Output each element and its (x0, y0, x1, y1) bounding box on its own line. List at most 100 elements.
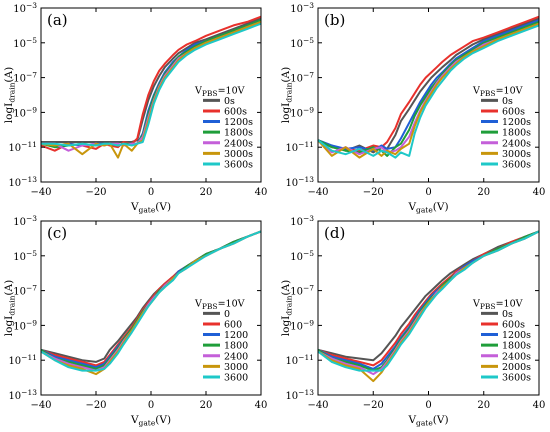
legend-entry-600: 600 (224, 319, 242, 330)
series-line-600s (317, 230, 540, 367)
y-tick-label: 10−9 (13, 318, 37, 332)
legend-entry-3600s: 3600s (224, 159, 253, 170)
legend-entry-1200: 1200 (224, 330, 248, 341)
x-tick-label: −20 (85, 187, 106, 198)
y-tick-label: 10−9 (13, 105, 37, 119)
chart-panel-1: −40 −20 0 20 40 10−13 10−11 10−9 10−7 10−5 10−3 (a)… (3, 1, 267, 215)
panel-label: (b) (324, 11, 345, 29)
series-line-1200s (317, 19, 540, 152)
x-tick-label: 40 (533, 400, 546, 411)
legend-entry-1200s: 1200s (502, 117, 531, 128)
panel-label: (d) (324, 224, 345, 242)
y-tick-label: 10−7 (13, 71, 37, 85)
y-axis-label: logIdrain(A) (3, 280, 17, 336)
y-tick-label: 10−13 (8, 175, 37, 189)
x-tick-label: −40 (307, 187, 328, 198)
chart-panel-4: −40 −20 0 20 40 10−13 10−11 10−9 10−7 10−5 10−3 (d)… (280, 214, 545, 428)
y-tick-label: 10−11 (8, 140, 37, 154)
x-axis-label: Vgate(V) (130, 414, 171, 428)
y-tick-label: 10−5 (13, 249, 37, 263)
x-axis-label: Vgate(V) (407, 201, 448, 215)
y-tick-label: 10−13 (285, 388, 314, 402)
legend-entry-600s: 600s (224, 106, 247, 117)
legend-entry-1800s: 1800s (502, 128, 531, 139)
series-line-0s (41, 17, 262, 143)
legend-entry-3000s: 3000s (502, 149, 531, 160)
y-tick-label: 10−5 (13, 36, 37, 50)
plot-area (317, 15, 540, 159)
x-tick-label: −40 (30, 400, 51, 411)
x-tick-label: 20 (477, 187, 490, 198)
x-tick-label: −20 (85, 400, 106, 411)
legend-entry-1800s: 1800s (502, 341, 531, 352)
y-tick-label: 10−3 (290, 214, 314, 228)
y-tick-label: 10−9 (290, 318, 314, 332)
legend-title: VPBS=10V (194, 298, 245, 311)
y-tick-label: 10−7 (290, 71, 314, 85)
legend-title: VPBS=10V (472, 298, 523, 311)
y-tick-label: 10−3 (290, 1, 314, 15)
legend-entry-2400s: 2400s (224, 138, 253, 149)
y-tick-label: 10−7 (290, 284, 314, 298)
plot-area (40, 230, 262, 376)
x-tick-label: 40 (255, 400, 268, 411)
legend-entry-600s: 600s (502, 319, 525, 330)
series-line-3000s (317, 22, 540, 159)
x-tick-label: −40 (30, 187, 51, 198)
legend-entry-0s: 0s (224, 96, 235, 107)
y-tick-label: 10−5 (290, 36, 314, 50)
legend-entry-0s: 0s (502, 309, 513, 320)
legend-entry-3000: 3000 (224, 362, 248, 373)
x-tick-label: −40 (307, 400, 328, 411)
y-tick-label: 10−9 (290, 105, 314, 119)
series-line-3600s (317, 24, 540, 159)
y-axis-label: logIdrain(A) (280, 67, 294, 123)
x-tick-label: 20 (477, 400, 490, 411)
plot-area (317, 230, 540, 383)
legend-entry-2400: 2400 (224, 351, 248, 362)
legend-title: VPBS=10V (194, 85, 245, 98)
series-line-600s (317, 15, 540, 152)
x-tick-label: −20 (363, 400, 384, 411)
series-line-600s (40, 15, 262, 152)
x-tick-label: −20 (363, 187, 384, 198)
x-tick-label: 0 (148, 187, 154, 198)
x-tick-label: 0 (425, 400, 431, 411)
x-tick-label: 0 (425, 187, 431, 198)
y-axis-label: logIdrain(A) (3, 67, 17, 123)
legend-entry-1200s: 1200s (224, 117, 253, 128)
y-tick-label: 10−7 (13, 284, 37, 298)
series-line-3600 (40, 230, 262, 372)
legend-entry-1800: 1800 (224, 341, 248, 352)
legend-entry-2000s: 2000s (502, 362, 531, 373)
series-line-3600s (317, 230, 540, 372)
x-tick-label: 20 (200, 187, 213, 198)
legend-entry-3600s: 3600s (502, 372, 531, 383)
legend-entry-600s: 600s (502, 106, 525, 117)
legend-entry-1200s: 1200s (502, 330, 531, 341)
y-tick-label: 10−5 (290, 249, 314, 263)
x-tick-label: 20 (200, 400, 213, 411)
series-line-1800s (317, 20, 540, 157)
x-axis-label: Vgate(V) (407, 414, 448, 428)
y-axis-label: logIdrain(A) (280, 280, 294, 336)
x-tick-label: 40 (255, 187, 268, 198)
legend-entry-3600s: 3600s (502, 159, 531, 170)
legend-entry-1800s: 1800s (224, 128, 253, 139)
legend-entry-3000s: 3000s (224, 149, 253, 160)
legend-entry-3600: 3600 (224, 372, 248, 383)
y-tick-label: 10−3 (13, 214, 37, 228)
legend-entry-2400s: 2400s (502, 138, 531, 149)
legend-entry-2400s: 2400s (502, 351, 531, 362)
legend-entry-0s: 0s (502, 96, 513, 107)
x-tick-label: 0 (148, 400, 154, 411)
plot-area (40, 15, 262, 159)
legend-entry-0: 0 (224, 309, 230, 320)
y-tick-label: 10−13 (285, 175, 314, 189)
chart-panel-2: −40 −20 0 20 40 10−13 10−11 10−9 10−7 10−5 10−3 (b)… (280, 1, 545, 215)
